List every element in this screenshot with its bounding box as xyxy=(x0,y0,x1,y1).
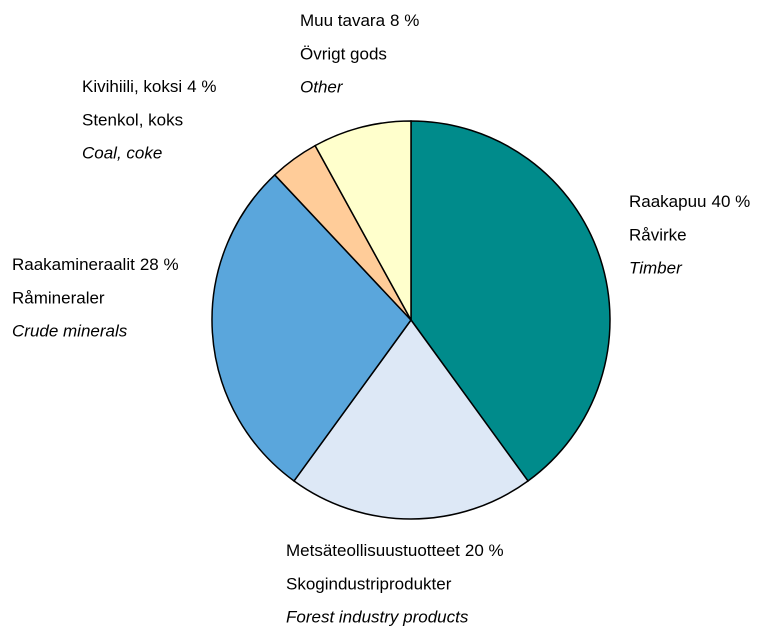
category-name: Metsäteollisuustuotteet xyxy=(286,541,460,560)
pie-slice xyxy=(410,120,611,483)
pie-slice xyxy=(314,120,412,321)
pie-slice xyxy=(211,173,412,483)
english-label: Crude minerals xyxy=(12,321,128,340)
category-name: Kivihiili, koksi xyxy=(82,77,182,96)
swedish-label: Övrigt gods xyxy=(300,44,387,63)
value-label: 8 % xyxy=(390,11,419,30)
slice-label: Kivihiili, koksi 4 % xyxy=(82,77,216,96)
english-label: Timber xyxy=(629,258,683,277)
category-name: Raakapuu xyxy=(629,192,707,211)
pie-slice xyxy=(292,318,530,520)
value-label: 40 % xyxy=(712,192,751,211)
slice-label: Raakapuu 40 % xyxy=(629,192,750,211)
slice-label: Metsäteollisuustuotteet 20 % xyxy=(286,541,504,560)
english-label: Forest industry products xyxy=(286,607,469,626)
category-name: Muu tavara xyxy=(300,11,386,30)
value-label: 4 % xyxy=(187,77,216,96)
swedish-label: Skogindustriprodukter xyxy=(286,574,452,593)
swedish-label: Råvirke xyxy=(629,225,687,244)
category-name: Raakamineraalit xyxy=(12,255,135,274)
english-label: Other xyxy=(300,77,344,96)
value-label: 28 % xyxy=(140,255,179,274)
swedish-label: Råmineraler xyxy=(12,288,105,307)
slice-label: Raakamineraalit 28 % xyxy=(12,255,179,274)
english-label: Coal, coke xyxy=(82,143,162,162)
slice-label: Muu tavara 8 % xyxy=(300,11,419,30)
value-label: 20 % xyxy=(465,541,504,560)
swedish-label: Stenkol, koks xyxy=(82,110,183,129)
